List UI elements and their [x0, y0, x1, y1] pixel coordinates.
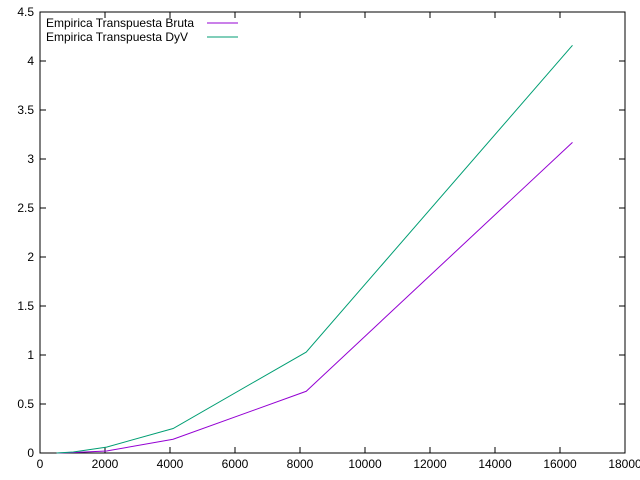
plot-frame — [39, 11, 626, 454]
x-tick-label: 10000 — [348, 457, 382, 471]
y-tick-label: 0.5 — [17, 397, 34, 411]
y-tick-label: 3.5 — [17, 103, 34, 117]
y-tick-label: 1.5 — [17, 299, 34, 313]
x-tick-label: 12000 — [413, 457, 447, 471]
x-tick-label: 2000 — [92, 457, 119, 471]
x-tick-label: 0 — [37, 457, 44, 471]
y-tick-label: 4.5 — [17, 5, 34, 19]
y-tick-label: 2.5 — [17, 201, 34, 215]
axes: 0 2000 4000 6000 8000 10000 12000 14000 16000 180… — [17, 5, 640, 471]
legend-label-2: Empirica Transpuesta DyV — [46, 30, 188, 44]
y-tick-label: 2 — [27, 250, 34, 264]
x-tick-label: 14000 — [478, 457, 512, 471]
x-tick-label: 4000 — [157, 457, 184, 471]
x-tick-label: 16000 — [543, 457, 577, 471]
series-line-2 — [56, 44, 573, 454]
y-tick-label: 3 — [27, 152, 34, 166]
x-tick-label: 6000 — [222, 457, 249, 471]
y-tick-label: 4 — [27, 54, 34, 68]
x-tick-label: 8000 — [287, 457, 314, 471]
series-line-1 — [56, 141, 573, 454]
legend-label-1: Empirica Transpuesta Bruta — [46, 16, 194, 30]
y-tick-label: 0 — [27, 446, 34, 460]
y-tick-label: 1 — [27, 348, 34, 362]
series-lines — [56, 44, 573, 454]
x-tick-label: 18000 — [608, 457, 640, 471]
